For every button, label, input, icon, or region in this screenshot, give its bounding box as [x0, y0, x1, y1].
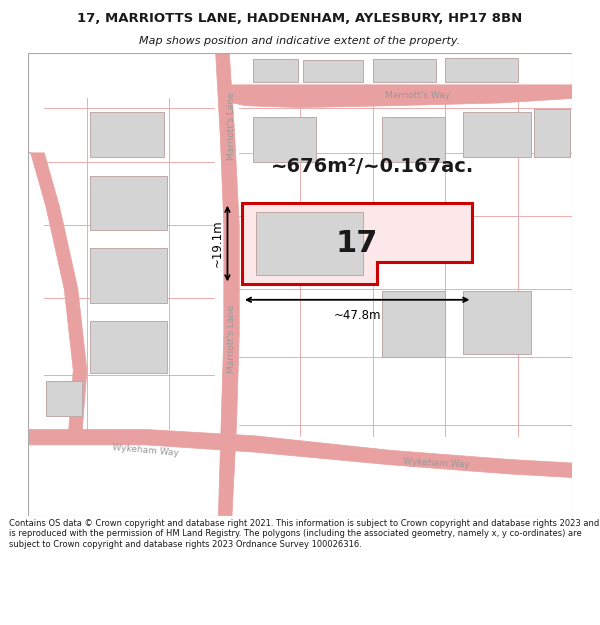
Text: Marriott's Lane: Marriott's Lane — [227, 305, 236, 372]
Polygon shape — [28, 153, 87, 429]
Text: Marriott's Way: Marriott's Way — [385, 91, 451, 100]
Polygon shape — [256, 212, 364, 275]
Polygon shape — [89, 248, 167, 302]
Polygon shape — [382, 291, 445, 357]
Text: Map shows position and indicative extent of the property.: Map shows position and indicative extent… — [139, 36, 461, 46]
Text: ~19.1m: ~19.1m — [211, 220, 224, 268]
Polygon shape — [445, 58, 518, 82]
Text: Marriott's Lane: Marriott's Lane — [227, 92, 236, 159]
Polygon shape — [253, 117, 316, 162]
Polygon shape — [242, 202, 472, 284]
Text: Contains OS data © Crown copyright and database right 2021. This information is : Contains OS data © Crown copyright and d… — [9, 519, 599, 549]
Polygon shape — [28, 429, 572, 478]
Polygon shape — [463, 112, 531, 158]
Polygon shape — [89, 321, 167, 373]
Text: ~47.8m: ~47.8m — [334, 309, 381, 322]
Polygon shape — [229, 85, 572, 107]
Text: Wykeham Way: Wykeham Way — [403, 457, 470, 469]
Polygon shape — [46, 381, 82, 416]
Polygon shape — [89, 112, 164, 158]
Polygon shape — [303, 61, 364, 82]
Text: ~676m²/~0.167ac.: ~676m²/~0.167ac. — [271, 157, 474, 176]
Polygon shape — [215, 53, 239, 516]
Polygon shape — [463, 291, 531, 354]
Polygon shape — [373, 59, 436, 82]
Polygon shape — [89, 176, 167, 230]
Text: 17, MARRIOTTS LANE, HADDENHAM, AYLESBURY, HP17 8BN: 17, MARRIOTTS LANE, HADDENHAM, AYLESBURY… — [77, 12, 523, 24]
Text: Wykeham Way: Wykeham Way — [112, 443, 179, 458]
Polygon shape — [253, 59, 298, 82]
Text: 17: 17 — [335, 229, 377, 258]
Polygon shape — [382, 117, 445, 162]
Polygon shape — [534, 109, 570, 158]
